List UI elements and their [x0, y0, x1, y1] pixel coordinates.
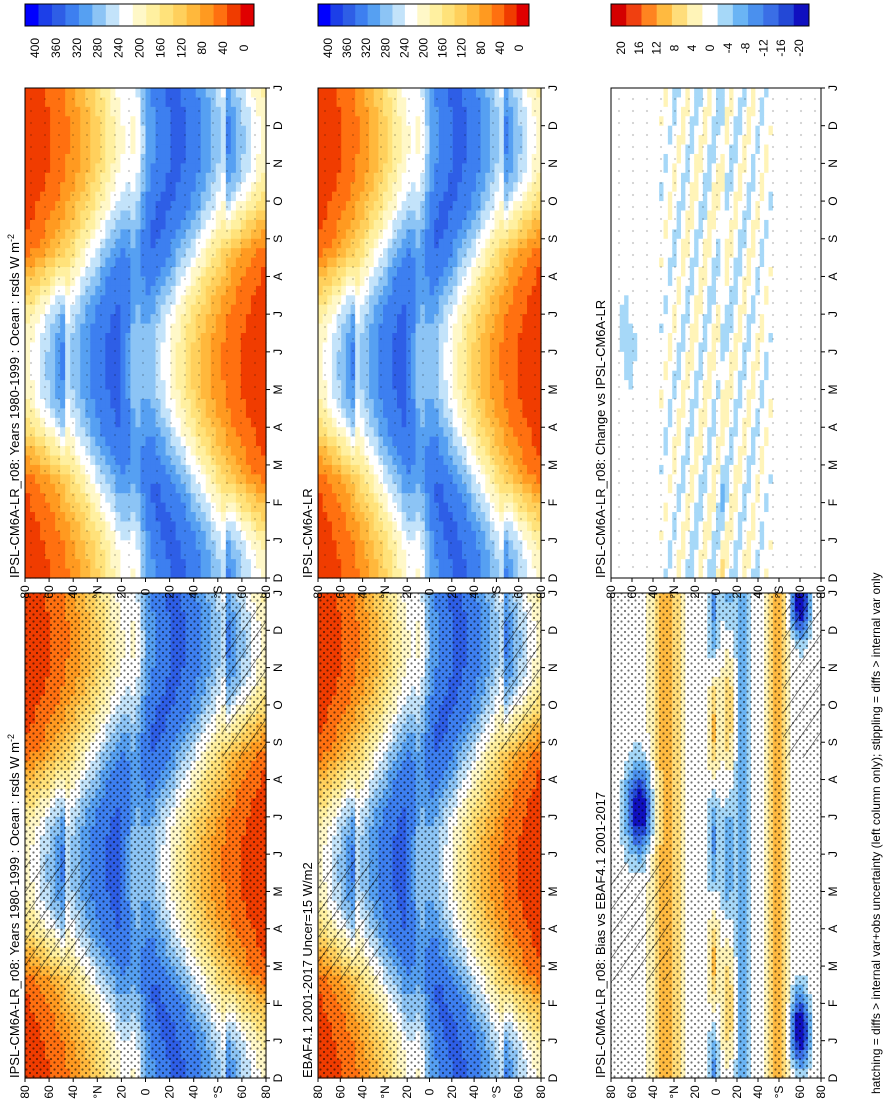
panel-0: D J F M A M J J A S O N D J 80 60 40 °N 20 0 20 40 °S 60 80 IPSL-… [6, 493, 285, 1099]
month-tick-label: A [271, 925, 285, 933]
lat-tick-label: 20 [163, 1085, 177, 1099]
lat-tick-label: °S [211, 1086, 225, 1099]
lat-tick-label: 40 [187, 1085, 201, 1099]
panels-group: D J F M A M J J A S O N D J 80 60 40 °N 20 0 20 40 °S 60 80 IPSL-… [6, 3, 840, 1099]
month-tick-label: S [271, 738, 285, 746]
month-tick-label: J [271, 851, 285, 857]
month-tick-label: J [271, 814, 285, 820]
lat-tick-label: 0 [139, 1088, 153, 1095]
month-tick-label: A [271, 776, 285, 784]
hatching-overlay [25, 859, 93, 981]
month-tick-label: D [271, 626, 285, 635]
month-tick-label: O [271, 700, 285, 709]
lat-tick-label: 60 [235, 1085, 249, 1099]
month-tick-label: J [271, 1038, 285, 1044]
month-tick-label: M [271, 886, 285, 896]
month-tick-label: D [271, 1073, 285, 1082]
lat-tick-label: 20 [114, 1085, 128, 1099]
hatching-overlay [222, 602, 266, 758]
month-tick-label: J [271, 590, 285, 596]
lat-tick-label: 80 [259, 1085, 273, 1099]
lat-tick-label: 80 [18, 1085, 32, 1099]
month-tick-label: N [271, 663, 285, 672]
panel-title: IPSL-CM6A-LR_r08: Years 1980-1999 : Ocea… [6, 734, 22, 1078]
lat-tick-label: 60 [42, 1085, 56, 1099]
lat-tick-label: 40 [66, 1085, 80, 1099]
month-tick-label: M [271, 961, 285, 971]
lat-tick-label: °N [90, 1085, 104, 1098]
month-tick-label: F [271, 1000, 285, 1007]
title-superscript: -2 [6, 734, 16, 742]
